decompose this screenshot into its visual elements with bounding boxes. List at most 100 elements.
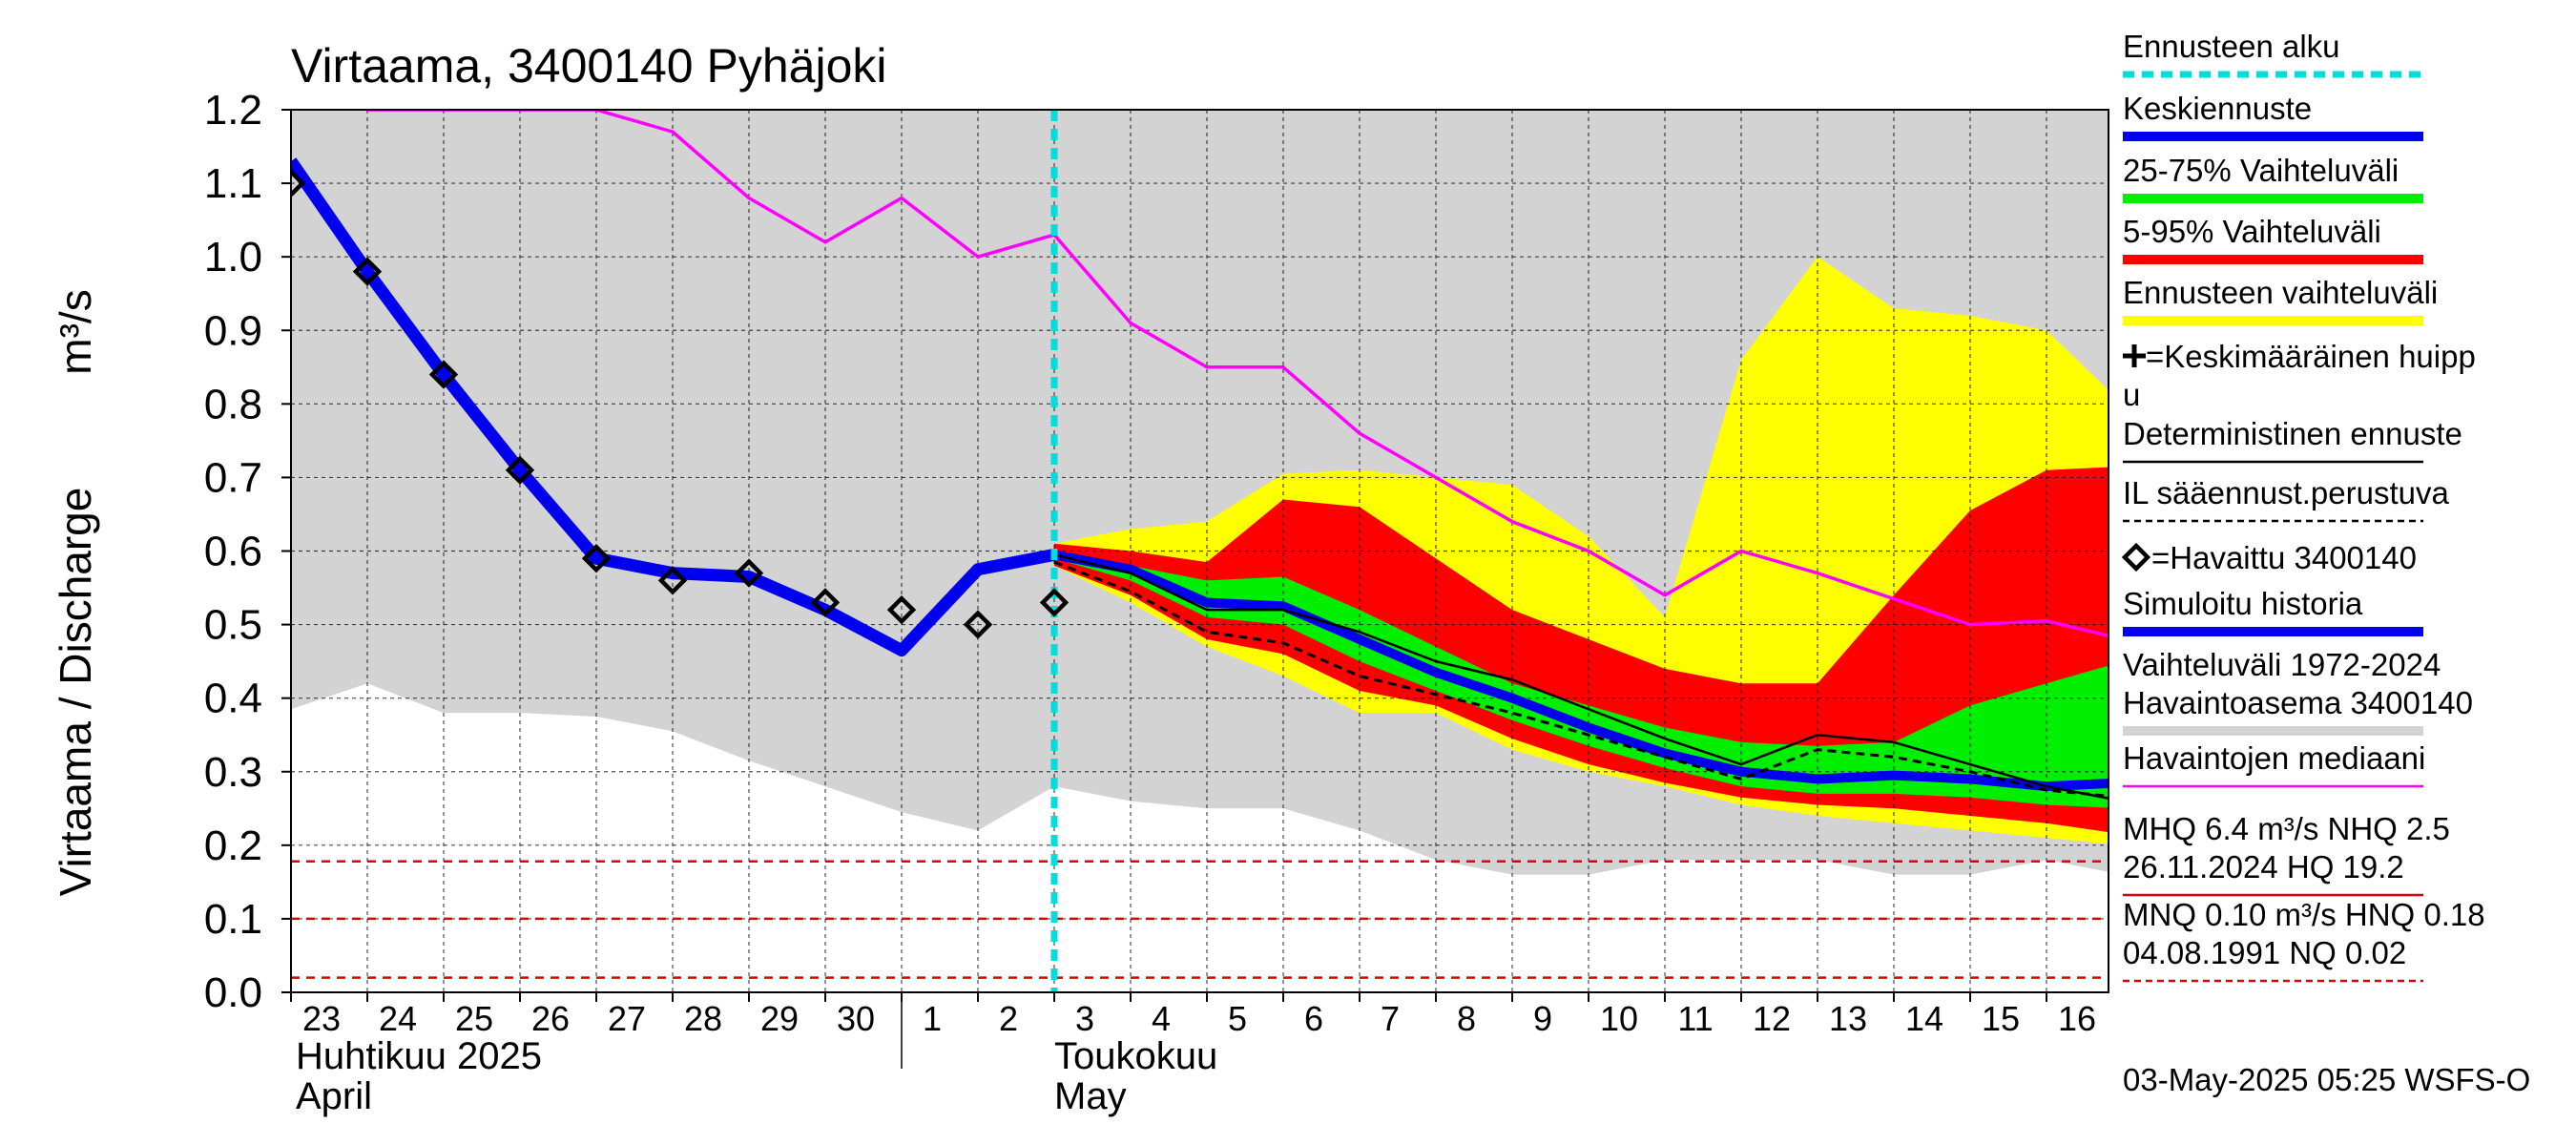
x-tick-label: 4	[1152, 999, 1171, 1038]
y-tick-label: 0.9	[204, 307, 262, 354]
observed-point	[1039, 588, 1070, 617]
y-tick-label: 1.0	[204, 234, 262, 281]
observed-point	[734, 558, 764, 588]
observed-point	[505, 455, 535, 485]
plot-clip-group	[291, 110, 2109, 992]
legend-label: Simuloitu historia	[2123, 586, 2363, 621]
y-tick-label: 0.5	[204, 602, 262, 649]
legend-item-havaittu-3400140: =Havaittu 3400140	[2121, 540, 2417, 575]
line-simuloitu-historia	[291, 157, 1056, 657]
x-tick-label: 14	[1905, 999, 1943, 1038]
legend-label-2: 04.08.1991 NQ 0.02	[2123, 935, 2406, 970]
y-tick-label: 0.1	[204, 896, 262, 943]
month-label-en: April	[296, 1075, 372, 1117]
legend-diamond	[2121, 542, 2151, 572]
legend-item-keskiennuste: Keskiennuste	[2123, 91, 2423, 141]
y-tick-label: 0.3	[204, 749, 262, 796]
month-label-fi: Toukokuu	[1054, 1035, 1217, 1077]
x-tick-label: 26	[531, 999, 570, 1038]
month-label-fi: Huhtikuu 2025	[296, 1035, 542, 1077]
legend-label: Havaintojen mediaani	[2123, 740, 2425, 776]
x-tick-label: 9	[1533, 999, 1552, 1038]
x-tick-label: 30	[837, 999, 875, 1038]
x-tick-label: 5	[1228, 999, 1247, 1038]
chart-title: Virtaama, 3400140 Pyhäjoki	[291, 39, 887, 93]
x-tick-label: 1	[923, 999, 942, 1038]
legend-item-ennusteen-alku: Ennusteen alku	[2123, 29, 2423, 78]
legend-label: =Havaittu 3400140	[2151, 540, 2417, 575]
observed-point	[291, 168, 306, 198]
x-tick-label: 10	[1600, 999, 1638, 1038]
y-tick-label: 0.7	[204, 454, 262, 501]
legend-item-havaintojen-mediaani: Havaintojen mediaani	[2123, 740, 2425, 788]
legend-label: Ennusteen alku	[2123, 29, 2340, 64]
y-tick-label: 0.4	[204, 676, 262, 722]
y-axis-label: Virtaama / Discharge	[51, 488, 100, 897]
x-tick-label: 27	[608, 999, 646, 1038]
legend-item-il-saaennust-perustuva: IL sääennust.perustuva	[2123, 475, 2449, 523]
grid	[291, 110, 2109, 992]
x-tick-label: 29	[760, 999, 799, 1038]
band-5-95-vaihteluvali	[1054, 467, 2109, 833]
y-tick-label: 0.2	[204, 822, 262, 869]
legend-label-2: 26.11.2024 HQ 19.2	[2123, 849, 2404, 885]
x-tick-label: 16	[2058, 999, 2096, 1038]
x-tick-label: 7	[1381, 999, 1400, 1038]
y-tick-label: 0.6	[204, 529, 262, 575]
line-keskiennuste	[1053, 550, 2109, 792]
legend-label: Ennusteen vaihteluväli	[2123, 275, 2438, 310]
y-axis-unit: m³/s	[51, 289, 100, 374]
x-tick-label: 28	[684, 999, 722, 1038]
observed-point	[963, 610, 993, 639]
legend-item-deterministinen-ennuste: Deterministinen ennuste	[2123, 416, 2462, 464]
observed-point	[352, 257, 383, 286]
line-il-saaennust-perustuva	[1053, 560, 2109, 798]
x-tick-label: 25	[455, 999, 493, 1038]
legend-label: MNQ 0.10 m³/s HNQ 0.18	[2123, 897, 2485, 932]
legend-item-mhq-6-4-m-s-nhq-2-5: MHQ 6.4 m³/s NHQ 2.526.11.2024 HQ 19.2	[2123, 811, 2450, 897]
legend-label: MHQ 6.4 m³/s NHQ 2.5	[2123, 811, 2450, 846]
legend-label: Deterministinen ennuste	[2123, 416, 2462, 451]
legend-label: IL sääennust.perustuva	[2123, 475, 2449, 510]
band-25-75-vaihteluvali	[1054, 551, 2109, 808]
x-tick-label: 15	[1982, 999, 2020, 1038]
legend-item-simuloitu-historia: Simuloitu historia	[2123, 586, 2423, 636]
y-tick-label: 1.2	[204, 87, 262, 134]
x-tick-label: 24	[379, 999, 417, 1038]
legend-label: 25-75% Vaihteluväli	[2123, 153, 2399, 188]
legend-label: =Keskimääräinen huipp	[2146, 339, 2476, 374]
legend-item-5-95-vaihteluvali: 5-95% Vaihteluväli	[2123, 214, 2423, 264]
x-tick-label: 23	[302, 999, 341, 1038]
legend-label: 5-95% Vaihteluväli	[2123, 214, 2381, 249]
legend-label-2: Havaintoasema 3400140	[2123, 685, 2473, 720]
legend-item-25-75-vaihteluvali: 25-75% Vaihteluväli	[2123, 153, 2423, 203]
line-havaintojen-mediaani	[367, 110, 2109, 638]
observed-point	[428, 360, 459, 389]
axes: 0.0 0.1 0.2 0.3 0.4 0.5 0.6 0.7 0.8 0.9 1.0 1.1 1.2 2…	[204, 87, 2109, 1117]
plot-area	[291, 110, 2109, 992]
legend: Ennusteen alku Keskiennuste 25-75% Vaihtel…	[2121, 29, 2485, 983]
y-tick-label: 0.8	[204, 381, 262, 427]
legend-label: Vaihteluväli 1972-2024	[2123, 647, 2441, 682]
month-label-en: May	[1054, 1075, 1127, 1117]
x-tick-label: 8	[1457, 999, 1476, 1038]
x-tick-label: 13	[1829, 999, 1867, 1038]
x-tick-label: 3	[1075, 999, 1094, 1038]
legend-label-2: u	[2123, 377, 2140, 412]
observed-point	[657, 566, 688, 595]
legend-item-ennusteen-vaihteluvali: Ennusteen vaihteluväli	[2123, 275, 2438, 325]
x-tick-label: 6	[1304, 999, 1323, 1038]
observed-point	[886, 594, 917, 625]
line-deterministinen-ennuste	[1053, 553, 2109, 800]
x-tick-label: 11	[1677, 999, 1713, 1038]
x-tick-label: 2	[999, 999, 1018, 1038]
legend-label: Keskiennuste	[2123, 91, 2312, 126]
y-tick-label: 1.1	[204, 160, 262, 207]
legend-item-vaihteluvali-1972-2024: Vaihteluväli 1972-2024 Havaintoasema 340…	[2123, 647, 2473, 736]
observed-point	[581, 544, 612, 573]
x-tick-label: 12	[1753, 999, 1791, 1038]
y-tick-label: 0.0	[204, 969, 262, 1016]
